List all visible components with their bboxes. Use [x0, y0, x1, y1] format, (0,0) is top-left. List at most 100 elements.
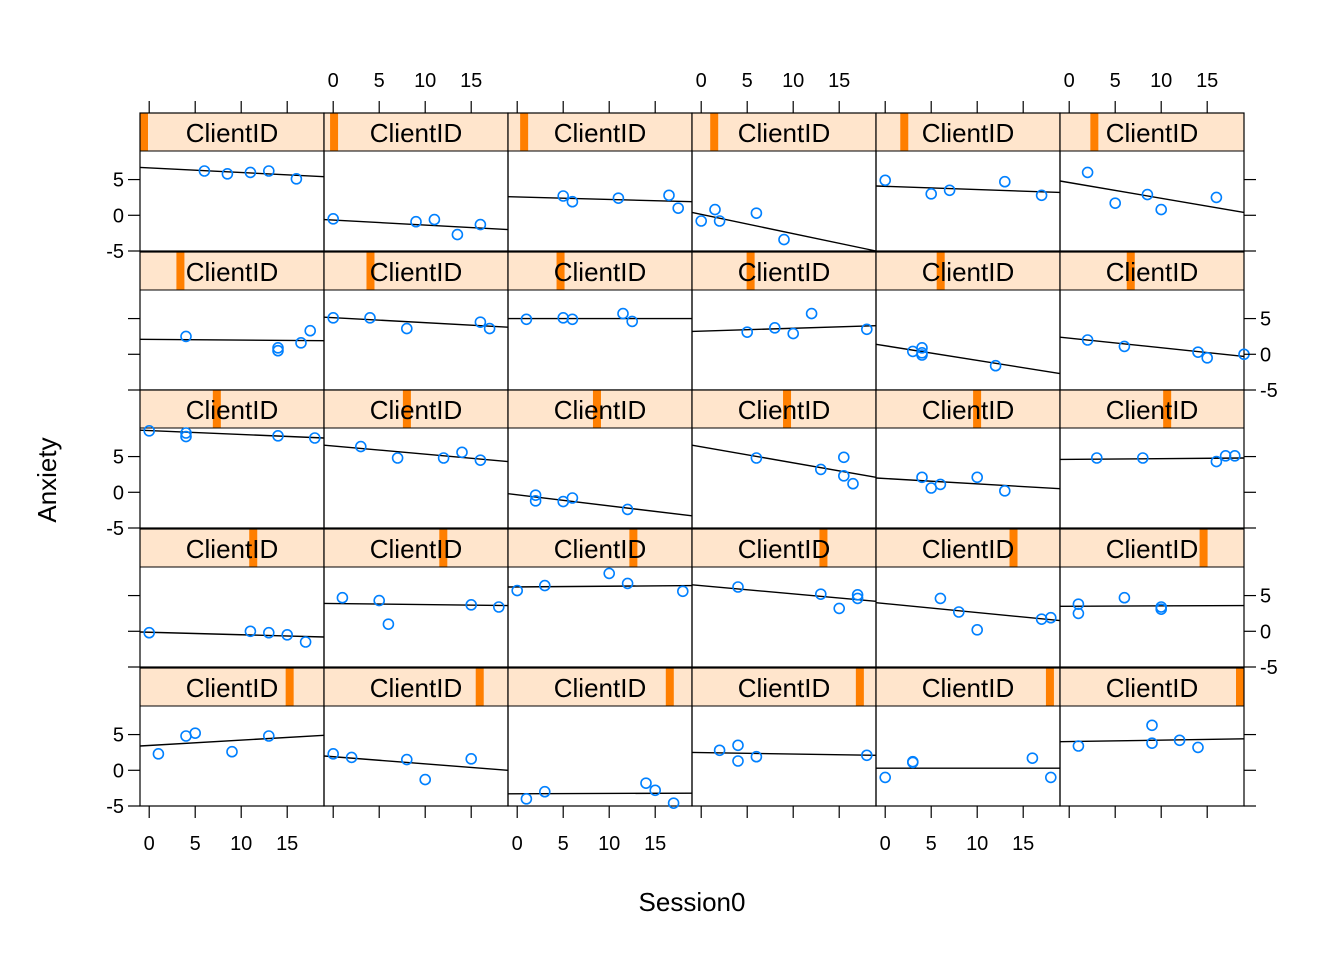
data-point: [916, 342, 928, 354]
data-point: [451, 228, 464, 241]
data-point: [814, 463, 827, 476]
x-tick-label-top: 10: [782, 70, 804, 92]
x-tick-label-top: 0: [696, 70, 707, 92]
panel-6: ClientID: [1059, 112, 1245, 252]
data-point: [308, 432, 321, 444]
fit-line: [323, 218, 509, 231]
panel-17: ClientID: [875, 389, 1061, 529]
y-axis-label: Anxiety: [32, 437, 62, 522]
panel-24: ClientID: [1059, 528, 1245, 668]
data-point: [262, 730, 275, 742]
x-tick-label-top: 5: [374, 70, 385, 92]
y-tick-label-right: 5: [1260, 309, 1271, 331]
data-point: [465, 599, 478, 611]
data-point: [327, 312, 340, 324]
data-point: [943, 184, 956, 197]
strip-level-indicator: [556, 252, 565, 290]
data-point: [557, 312, 570, 324]
data-point: [672, 202, 685, 214]
data-point: [520, 313, 533, 326]
data-point: [663, 189, 675, 202]
strip-background: [692, 529, 876, 567]
data-point: [221, 168, 234, 180]
panel-grid: ClientID ClientID ClientID ClientID ClientID…: [139, 112, 1250, 809]
strip-level-indicator: [1236, 668, 1244, 706]
data-point: [244, 166, 257, 179]
strip-label: ClientID: [370, 534, 462, 564]
panel-7: ClientID: [139, 251, 325, 391]
fit-line: [875, 477, 1061, 490]
data-point: [879, 771, 892, 784]
panel-26: ClientID: [323, 667, 509, 807]
fit-line: [1059, 604, 1245, 607]
panel-10: ClientID: [691, 251, 877, 391]
data-point: [456, 446, 468, 459]
data-point: [732, 739, 744, 752]
data-point: [1173, 734, 1186, 747]
strip-level-indicator: [1199, 529, 1208, 567]
data-point: [612, 192, 625, 204]
strip-background: [692, 252, 876, 290]
panel-29: ClientID: [875, 667, 1061, 807]
x-tick-label-bottom: 0: [144, 833, 155, 855]
data-point: [617, 307, 629, 320]
strip-label: ClientID: [370, 673, 462, 703]
data-point: [750, 750, 763, 763]
strip-label: ClientID: [186, 673, 278, 703]
x-tick-label-bottom: 0: [880, 833, 891, 855]
strip-label: ClientID: [1106, 673, 1198, 703]
strip-level-indicator: [665, 668, 674, 706]
strip-label: ClientID: [554, 118, 646, 148]
strip-background: [876, 252, 1060, 290]
strip-label: ClientID: [186, 395, 278, 425]
data-point: [695, 215, 708, 227]
data-point: [226, 745, 238, 758]
strip-background: [508, 668, 692, 706]
panel-16: ClientID: [691, 389, 877, 529]
data-point: [1091, 452, 1103, 464]
data-point: [511, 584, 524, 597]
x-tick-label-bottom: 15: [644, 833, 666, 855]
data-point: [474, 316, 487, 328]
fit-line: [323, 755, 509, 771]
strip-level-indicator: [783, 390, 792, 428]
data-point: [1155, 603, 1167, 615]
data-point: [847, 477, 859, 490]
data-point: [1137, 452, 1149, 464]
x-tick-label-top: 5: [1110, 70, 1121, 92]
x-tick-label-bottom: 5: [558, 833, 569, 855]
strip-label: ClientID: [554, 395, 646, 425]
strip-background: [1060, 390, 1244, 428]
strip-label: ClientID: [186, 257, 278, 287]
data-point: [538, 579, 551, 592]
data-point: [152, 748, 165, 760]
strip-label: ClientID: [370, 257, 462, 287]
strip-label: ClientID: [922, 395, 1014, 425]
strip-background: [324, 113, 508, 151]
y-tick-label-left: 5: [113, 725, 124, 747]
data-point: [621, 577, 634, 590]
strip-background: [508, 252, 692, 290]
strip-background: [508, 529, 692, 567]
x-tick-label-top: 15: [460, 70, 482, 92]
fit-line: [1059, 336, 1245, 358]
strip-level-indicator: [629, 529, 638, 567]
x-tick-label-top: 15: [828, 70, 850, 92]
data-point: [1045, 771, 1057, 784]
data-point: [1081, 334, 1094, 346]
data-point: [851, 592, 864, 605]
data-point: [364, 312, 376, 324]
data-point: [1146, 719, 1158, 732]
strip-level-indicator: [936, 252, 945, 290]
strip-label: ClientID: [738, 534, 830, 564]
strip-label: ClientID: [738, 118, 830, 148]
data-point: [649, 784, 662, 797]
y-tick-label-left: 5: [113, 447, 124, 469]
data-point: [400, 753, 413, 766]
panel-19: ClientID: [139, 528, 325, 668]
data-point: [603, 567, 616, 580]
data-point: [437, 452, 450, 464]
data-point: [1081, 166, 1094, 179]
strip-background: [692, 113, 876, 151]
